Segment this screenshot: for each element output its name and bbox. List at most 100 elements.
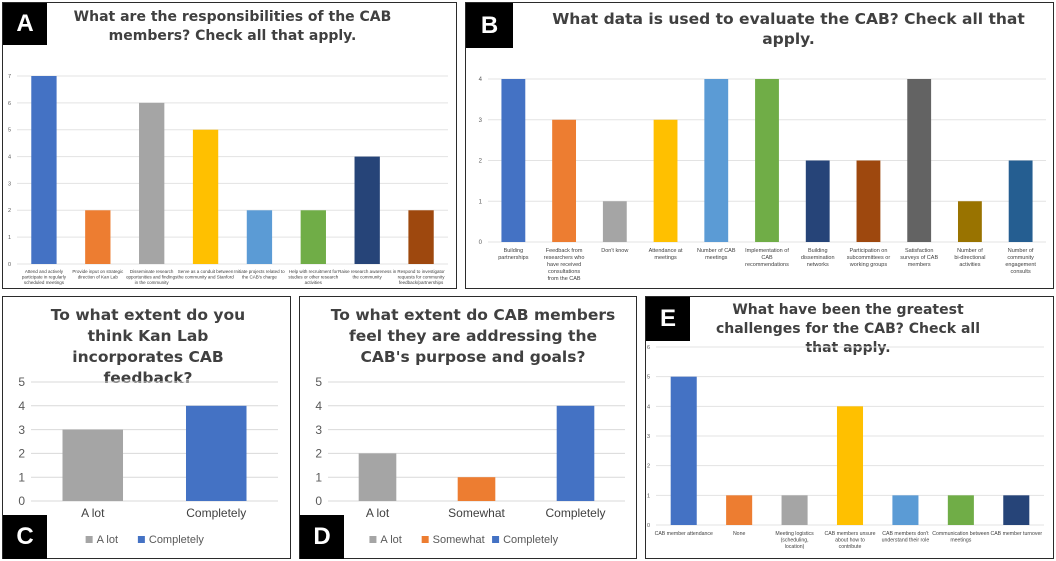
bar bbox=[892, 495, 919, 525]
category-label: A lot bbox=[81, 506, 105, 520]
panel-e-badge: E bbox=[646, 297, 690, 341]
y-tick-label: 0 bbox=[647, 523, 650, 529]
y-tick-label: 4 bbox=[479, 77, 483, 83]
category-label: None bbox=[733, 531, 746, 537]
bar bbox=[836, 406, 864, 525]
category-label: Building dissemination networks bbox=[801, 248, 835, 268]
bar bbox=[957, 201, 982, 242]
category-label: Number of bi-directional activities bbox=[954, 248, 985, 268]
bar bbox=[781, 495, 808, 525]
y-tick-label: 2 bbox=[8, 208, 11, 214]
category-label: Meeting logistics (scheduling, location) bbox=[775, 531, 814, 550]
y-tick-label: 1 bbox=[647, 493, 650, 499]
y-tick-label: 0 bbox=[18, 494, 25, 508]
panel-a-badge: A bbox=[3, 3, 47, 45]
panel-a: A What are the responsibilities of the C… bbox=[2, 2, 457, 289]
panel-d-badge: D bbox=[300, 515, 344, 559]
y-tick-label: 5 bbox=[8, 128, 11, 134]
y-tick-label: 1 bbox=[479, 199, 483, 205]
panel-b-title: What data is used to evaluate the CAB? C… bbox=[552, 10, 1025, 48]
legend-label: Completely bbox=[503, 534, 559, 546]
bar bbox=[704, 79, 729, 242]
category-label: Implementation of CAB recommendations bbox=[745, 248, 789, 268]
bar bbox=[501, 79, 526, 242]
category-label: CAB member attendance bbox=[655, 531, 713, 537]
y-tick-label: 2 bbox=[647, 464, 650, 470]
panel-b-chart: 0 1 2 3 4 Building partnerships Feedback from re… bbox=[479, 77, 1046, 282]
legend-label: Somewhat bbox=[433, 534, 485, 546]
panel-b-badge: B bbox=[466, 3, 513, 48]
category-label: Provide input on strategic direction of K… bbox=[72, 269, 124, 280]
y-tick-label: 7 bbox=[8, 74, 11, 80]
legend-swatch bbox=[137, 536, 145, 543]
bar bbox=[139, 102, 165, 264]
y-tick-label: 4 bbox=[18, 399, 25, 413]
legend-label: A lot bbox=[380, 534, 401, 546]
category-label: Don't know bbox=[601, 248, 628, 254]
bar bbox=[85, 210, 111, 264]
category-label: CAB members unsure about how to contribute bbox=[824, 531, 875, 550]
y-tick-label: 6 bbox=[8, 101, 11, 107]
panel-c-badge: C bbox=[3, 515, 47, 559]
bar bbox=[457, 477, 496, 501]
category-label: Raise research awareness in the community bbox=[338, 269, 397, 280]
bar bbox=[856, 160, 881, 242]
panel-e-chart: 0 1 2 3 4 5 6 CAB member attendance None Meeting … bbox=[647, 345, 1044, 550]
panel-a-title: What are the responsibilities of the CAB… bbox=[73, 9, 392, 44]
bar bbox=[907, 79, 932, 242]
category-label: CAB member turnover bbox=[990, 531, 1042, 537]
bar bbox=[354, 156, 380, 264]
category-label: Building partnerships bbox=[498, 248, 529, 261]
category-label: Number of community engagement consults bbox=[1005, 248, 1036, 275]
category-label: A lot bbox=[366, 506, 390, 520]
bar bbox=[670, 376, 697, 525]
panel-d: To what extent do CAB members feel they … bbox=[299, 296, 637, 559]
bar bbox=[31, 76, 57, 264]
y-tick-label: 3 bbox=[315, 423, 322, 437]
bar bbox=[358, 453, 397, 501]
bar bbox=[653, 119, 678, 242]
legend-swatch bbox=[421, 536, 429, 543]
y-tick-label: 1 bbox=[18, 470, 25, 484]
legend-label: Completely bbox=[149, 534, 205, 546]
y-tick-label: 3 bbox=[18, 423, 25, 437]
bar bbox=[185, 405, 247, 501]
category-label: Satisfaction surveys of CAB members bbox=[900, 248, 938, 268]
bar bbox=[408, 210, 434, 264]
category-label: Attend and actively participate in regula… bbox=[22, 269, 67, 285]
y-tick-label: 4 bbox=[8, 154, 11, 160]
y-tick-label: 3 bbox=[479, 118, 483, 124]
bar bbox=[726, 495, 753, 525]
bar bbox=[1008, 160, 1033, 242]
category-label: Communication between meetings bbox=[932, 531, 989, 544]
y-tick-label: 2 bbox=[315, 447, 322, 461]
bar bbox=[556, 405, 595, 501]
category-label: Number of CAB meetings bbox=[697, 248, 736, 261]
legend-swatch bbox=[85, 536, 93, 543]
bar bbox=[1003, 495, 1030, 525]
panel-c-chart: 0 1 2 3 4 5 A lot Completely A lot Completely bbox=[18, 375, 278, 546]
category-label: Somewhat bbox=[448, 506, 505, 520]
y-tick-label: 4 bbox=[647, 404, 650, 410]
category-label: Participation on subcommittees or working … bbox=[847, 248, 891, 268]
y-tick-label: 0 bbox=[8, 262, 11, 268]
y-tick-label: 4 bbox=[315, 399, 322, 413]
category-label: Help with recruitment for studies or othe… bbox=[288, 269, 338, 285]
panel-c: To what extent do you think Kan Lab inco… bbox=[2, 296, 291, 559]
category-label: Completely bbox=[545, 506, 605, 520]
panel-d-title: To what extent do CAB members feel they … bbox=[330, 306, 616, 366]
legend-label: A lot bbox=[97, 534, 118, 546]
y-tick-label: 5 bbox=[647, 375, 650, 381]
bar bbox=[246, 210, 273, 264]
y-tick-label: 2 bbox=[479, 159, 483, 165]
y-tick-label: 2 bbox=[18, 447, 25, 461]
y-tick-label: 5 bbox=[315, 375, 322, 389]
y-tick-label: 1 bbox=[315, 470, 322, 484]
category-label: Attendance at meetings bbox=[649, 248, 683, 261]
bar bbox=[805, 160, 830, 242]
y-tick-label: 5 bbox=[18, 375, 25, 389]
category-label: Completely bbox=[186, 506, 246, 520]
category-label: Respond to investigator requests for comm… bbox=[397, 269, 445, 285]
panel-e-title: What have been the greatest challenges f… bbox=[715, 302, 981, 356]
bar bbox=[755, 79, 779, 242]
